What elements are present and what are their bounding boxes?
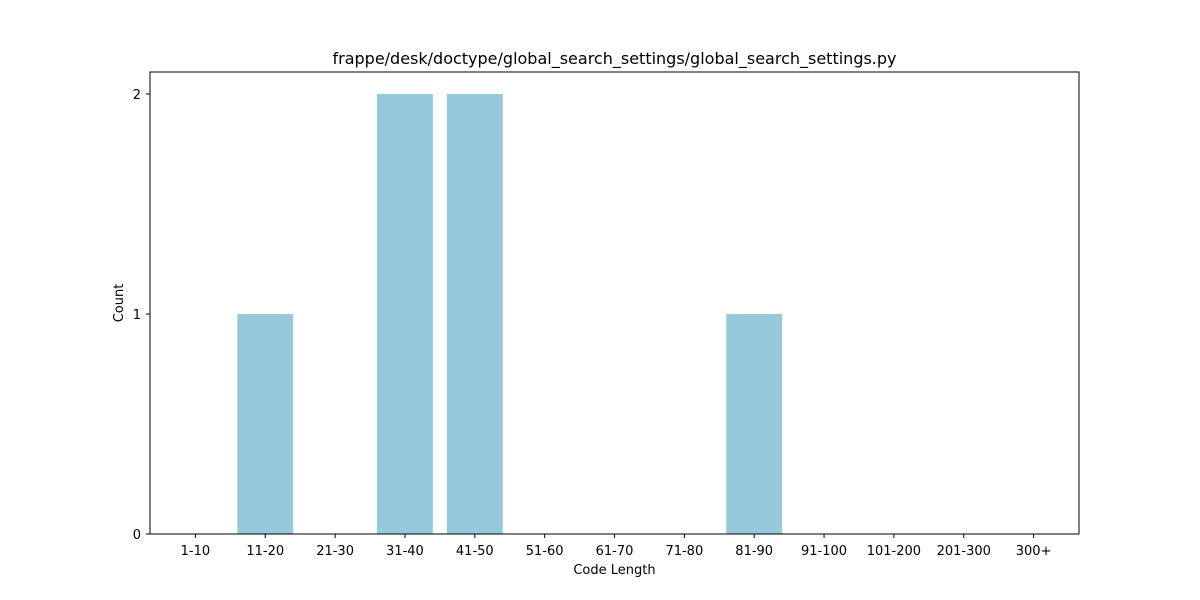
x-tick-label: 1-10 xyxy=(181,544,211,559)
x-tick-label: 51-60 xyxy=(526,544,564,559)
x-axis-label: Code Length xyxy=(573,563,655,578)
y-tick-label: 2 xyxy=(133,88,141,103)
bar-31-40 xyxy=(377,94,433,534)
y-tick-label: 0 xyxy=(133,528,141,543)
x-tick-label: 11-20 xyxy=(246,544,284,559)
x-tick-label: 81-90 xyxy=(735,544,773,559)
x-tick-label: 31-40 xyxy=(386,544,424,559)
bars-group xyxy=(237,94,783,534)
x-tick-label: 91-100 xyxy=(801,544,847,559)
x-tick-label: 201-300 xyxy=(937,544,991,559)
x-tick-label: 61-70 xyxy=(596,544,634,559)
bar-81-90 xyxy=(726,314,783,534)
bar-11-20 xyxy=(237,314,294,534)
x-tick-label: 300+ xyxy=(1016,544,1052,559)
bar-41-50 xyxy=(446,94,503,534)
y-axis-label: Count xyxy=(112,284,127,323)
x-tick-label: 101-200 xyxy=(867,544,921,559)
y-axis-ticks: 0 1 2 xyxy=(133,88,150,543)
chart-title: frappe/desk/doctype/global_search_settin… xyxy=(332,49,896,69)
y-tick-label: 1 xyxy=(133,308,141,323)
x-tick-label: 71-80 xyxy=(665,544,703,559)
x-axis-ticks: 1-10 11-20 21-30 31-40 41-50 51-60 61-70 71-80 8… xyxy=(181,534,1052,559)
x-tick-label: 21-30 xyxy=(316,544,354,559)
x-tick-label: 41-50 xyxy=(456,544,494,559)
